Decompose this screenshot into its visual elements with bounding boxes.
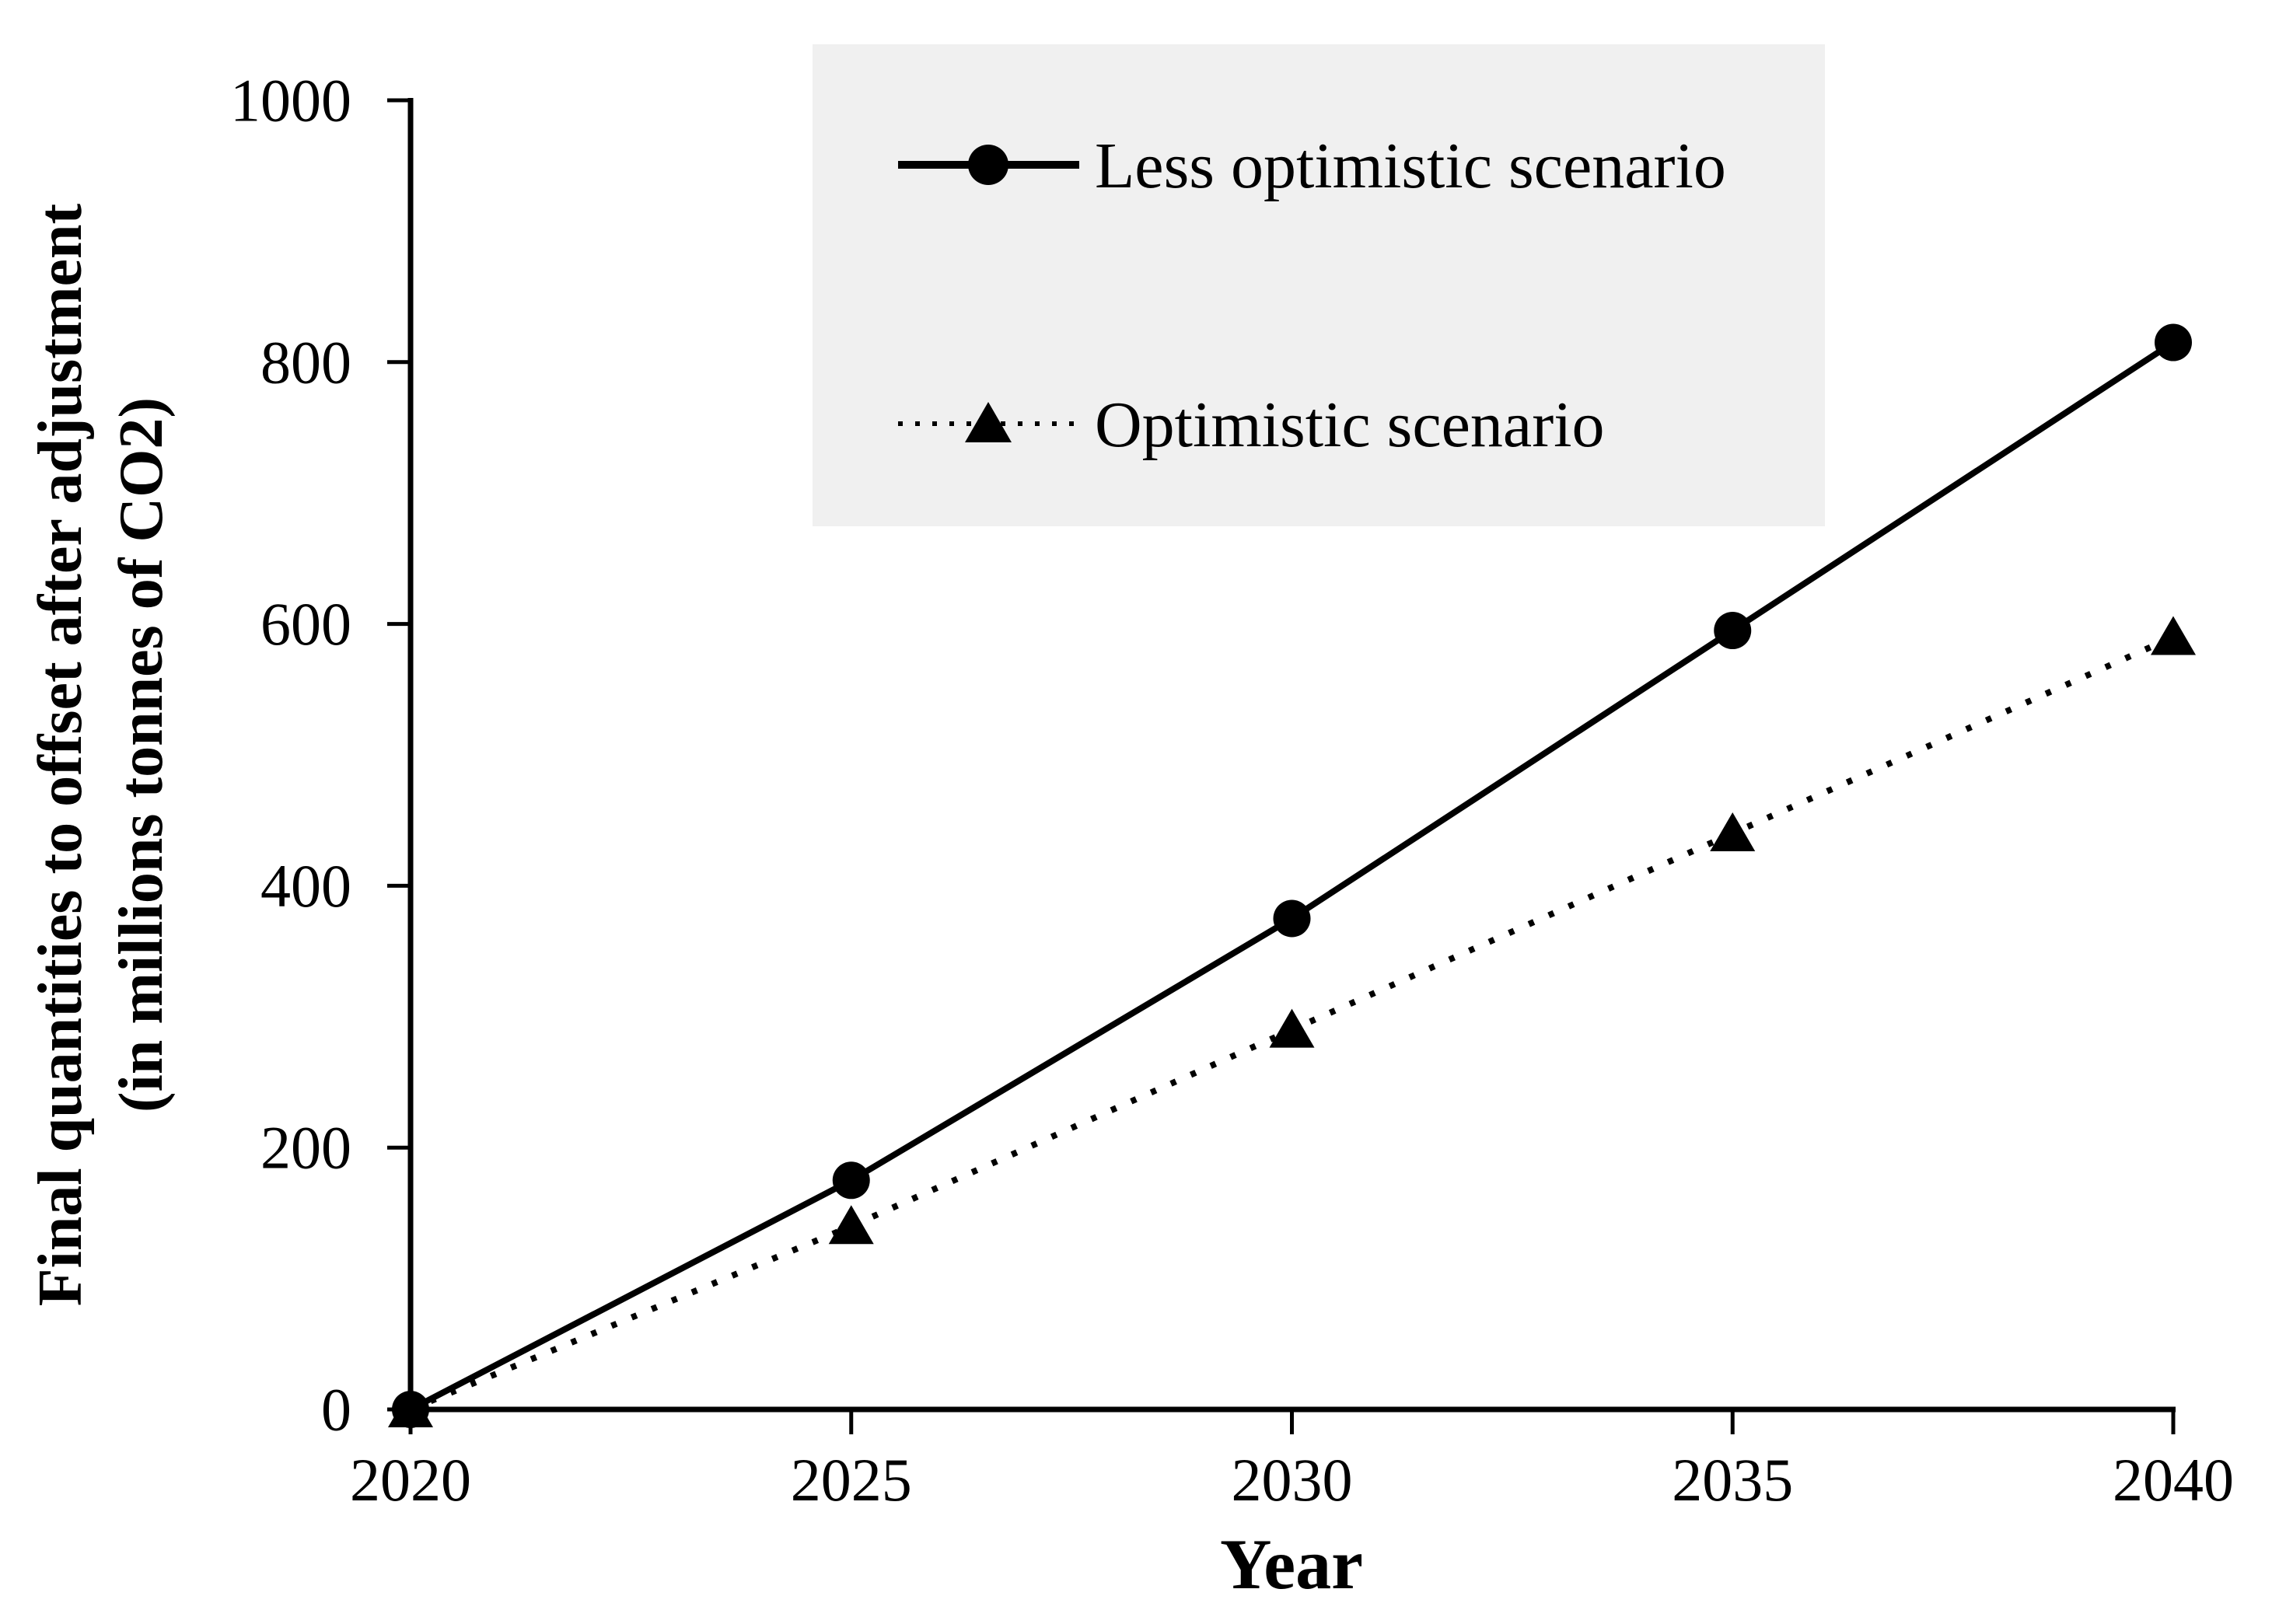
legend-label-optimistic: Optimistic scenario bbox=[1095, 389, 1605, 461]
data-point-circle bbox=[832, 1161, 870, 1200]
x-tick-label: 2025 bbox=[791, 1446, 912, 1514]
triangle-marker-icon bbox=[965, 402, 1012, 442]
x-tick-label: 2035 bbox=[1672, 1446, 1793, 1514]
x-tick-label: 2030 bbox=[1232, 1446, 1353, 1514]
x-axis-title: Year bbox=[1220, 1524, 1363, 1604]
y-tick-label: 400 bbox=[260, 852, 351, 920]
legend-background bbox=[813, 44, 1825, 526]
y-tick-label: 0 bbox=[321, 1376, 351, 1444]
data-point-circle bbox=[2155, 323, 2192, 361]
y-tick-label: 800 bbox=[260, 328, 351, 396]
data-point-circle bbox=[1714, 612, 1752, 650]
legend: Less optimistic scenario Optimistic scen… bbox=[813, 44, 1825, 526]
x-tick-label: 2040 bbox=[2113, 1446, 2234, 1514]
x-axis-ticks: 2020 2025 2030 2035 2040 bbox=[350, 1409, 2234, 1514]
y-axis-ticks: 0 200 400 600 800 1000 bbox=[230, 67, 411, 1444]
legend-entry-less-optimistic: Less optimistic scenario bbox=[898, 130, 1726, 202]
legend-label-less-optimistic: Less optimistic scenario bbox=[1095, 130, 1726, 202]
data-point-circle bbox=[1273, 899, 1311, 938]
y-tick-label: 200 bbox=[260, 1114, 351, 1182]
data-point-triangle bbox=[2151, 616, 2196, 655]
circle-marker-icon bbox=[968, 145, 1008, 185]
data-point-triangle bbox=[1269, 1008, 1315, 1048]
series-layer bbox=[388, 323, 2196, 1428]
data-point-triangle bbox=[828, 1205, 874, 1245]
x-tick-label: 2020 bbox=[350, 1446, 471, 1514]
y-tick-label: 1000 bbox=[230, 67, 351, 134]
legend-entry-optimistic: Optimistic scenario bbox=[898, 389, 1605, 461]
y-tick-label: 600 bbox=[260, 590, 351, 658]
y-axis-title-line1: Final quantities to offset after adjustm… bbox=[26, 203, 95, 1306]
y-axis-title-line2: (in millions tonnes of CO2) bbox=[107, 397, 176, 1112]
data-point-triangle bbox=[1710, 812, 1756, 852]
